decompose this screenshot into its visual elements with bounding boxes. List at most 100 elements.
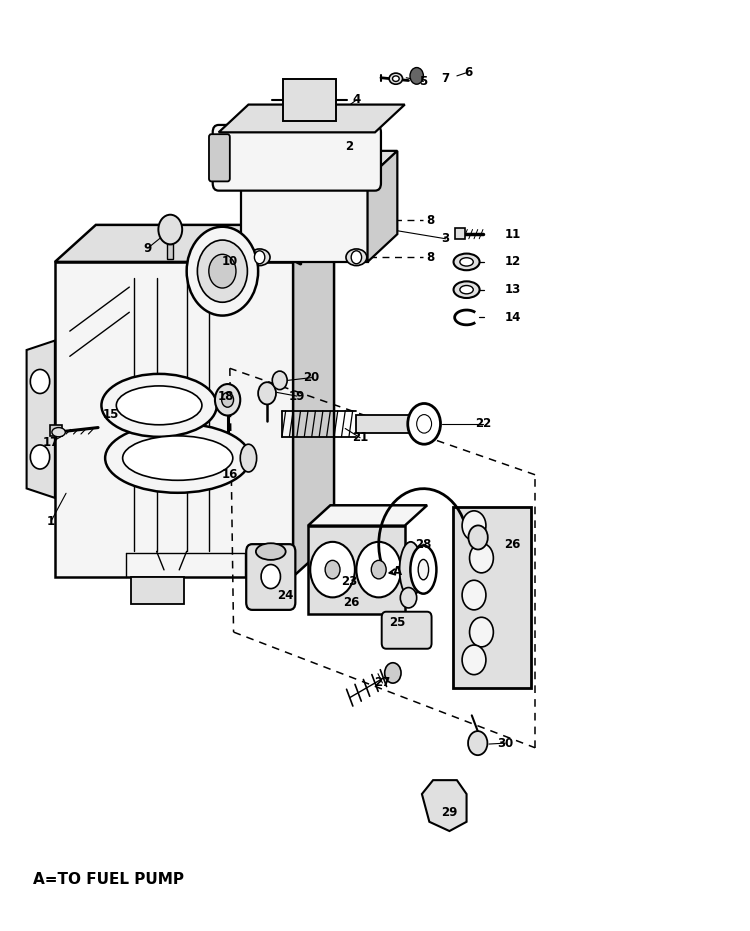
Text: 30: 30: [497, 736, 514, 749]
Circle shape: [462, 645, 486, 675]
Circle shape: [197, 240, 248, 303]
Polygon shape: [368, 151, 398, 262]
Text: 7: 7: [442, 73, 450, 85]
Bar: [131, 576, 184, 604]
Text: 12: 12: [505, 255, 520, 268]
Bar: [50, 425, 62, 436]
Circle shape: [356, 542, 401, 598]
Text: 17: 17: [43, 436, 59, 449]
Circle shape: [158, 215, 182, 244]
Ellipse shape: [249, 249, 270, 265]
Polygon shape: [55, 262, 293, 576]
Ellipse shape: [410, 546, 436, 594]
Circle shape: [261, 564, 280, 588]
Circle shape: [30, 370, 50, 394]
Circle shape: [408, 403, 440, 444]
Circle shape: [417, 414, 431, 433]
FancyBboxPatch shape: [284, 78, 336, 121]
Circle shape: [470, 543, 494, 573]
Circle shape: [310, 542, 355, 598]
Ellipse shape: [460, 258, 473, 266]
FancyBboxPatch shape: [213, 125, 381, 191]
FancyBboxPatch shape: [246, 544, 296, 610]
Text: 2: 2: [345, 140, 353, 153]
Ellipse shape: [116, 386, 202, 425]
Text: 5: 5: [419, 74, 428, 88]
Circle shape: [400, 587, 417, 608]
Circle shape: [410, 68, 424, 84]
Ellipse shape: [52, 427, 65, 437]
Text: 22: 22: [475, 417, 491, 430]
Circle shape: [469, 525, 488, 549]
Text: 8: 8: [427, 214, 435, 227]
Circle shape: [325, 560, 340, 579]
Ellipse shape: [454, 253, 479, 270]
Text: 11: 11: [505, 228, 520, 240]
Circle shape: [222, 392, 233, 407]
Text: 4: 4: [352, 93, 361, 106]
Text: 1: 1: [47, 515, 56, 528]
Ellipse shape: [105, 424, 250, 492]
Circle shape: [351, 250, 361, 263]
Circle shape: [470, 617, 494, 647]
Text: 10: 10: [222, 255, 238, 268]
Ellipse shape: [392, 76, 399, 81]
FancyBboxPatch shape: [209, 134, 230, 182]
Text: 24: 24: [278, 588, 294, 601]
Circle shape: [385, 663, 401, 683]
Circle shape: [371, 560, 386, 579]
Text: 20: 20: [304, 371, 320, 385]
Ellipse shape: [123, 436, 232, 480]
Text: A=TO FUEL PUMP: A=TO FUEL PUMP: [32, 871, 184, 886]
Polygon shape: [422, 780, 466, 831]
Polygon shape: [241, 151, 398, 179]
Text: 27: 27: [374, 677, 391, 690]
FancyBboxPatch shape: [382, 612, 431, 649]
Text: 3: 3: [442, 232, 450, 245]
Text: 29: 29: [441, 806, 458, 819]
Text: 21: 21: [352, 431, 368, 444]
Polygon shape: [308, 506, 427, 526]
Text: 9: 9: [144, 241, 152, 254]
Ellipse shape: [256, 543, 286, 560]
Polygon shape: [241, 179, 368, 262]
Bar: [167, 244, 173, 259]
Polygon shape: [308, 526, 405, 614]
Polygon shape: [55, 225, 334, 262]
Text: 18: 18: [218, 389, 234, 402]
Polygon shape: [219, 104, 405, 132]
Circle shape: [468, 731, 488, 755]
Ellipse shape: [346, 249, 367, 265]
Text: 26: 26: [343, 596, 359, 609]
Ellipse shape: [419, 560, 428, 580]
Bar: [454, 228, 465, 238]
Circle shape: [462, 580, 486, 610]
Text: 28: 28: [416, 538, 431, 550]
Circle shape: [258, 383, 276, 404]
Circle shape: [462, 511, 486, 541]
Circle shape: [272, 371, 287, 389]
Ellipse shape: [240, 444, 256, 472]
Text: 15: 15: [103, 408, 119, 421]
Bar: [356, 415, 409, 433]
Ellipse shape: [389, 74, 403, 84]
Text: 26: 26: [505, 538, 521, 550]
Text: 25: 25: [389, 616, 406, 629]
Ellipse shape: [400, 542, 422, 598]
Circle shape: [215, 385, 240, 415]
Polygon shape: [26, 341, 55, 498]
Text: A: A: [393, 565, 402, 578]
FancyBboxPatch shape: [453, 507, 531, 688]
Text: 8: 8: [427, 250, 435, 263]
Circle shape: [254, 250, 265, 263]
Ellipse shape: [460, 286, 473, 294]
Text: 19: 19: [289, 389, 305, 402]
Circle shape: [187, 227, 258, 316]
Text: 14: 14: [505, 311, 521, 324]
Text: 23: 23: [340, 574, 357, 587]
Ellipse shape: [454, 281, 479, 298]
Text: 16: 16: [222, 468, 238, 481]
Ellipse shape: [101, 374, 217, 437]
Circle shape: [209, 254, 236, 288]
Circle shape: [30, 445, 50, 469]
